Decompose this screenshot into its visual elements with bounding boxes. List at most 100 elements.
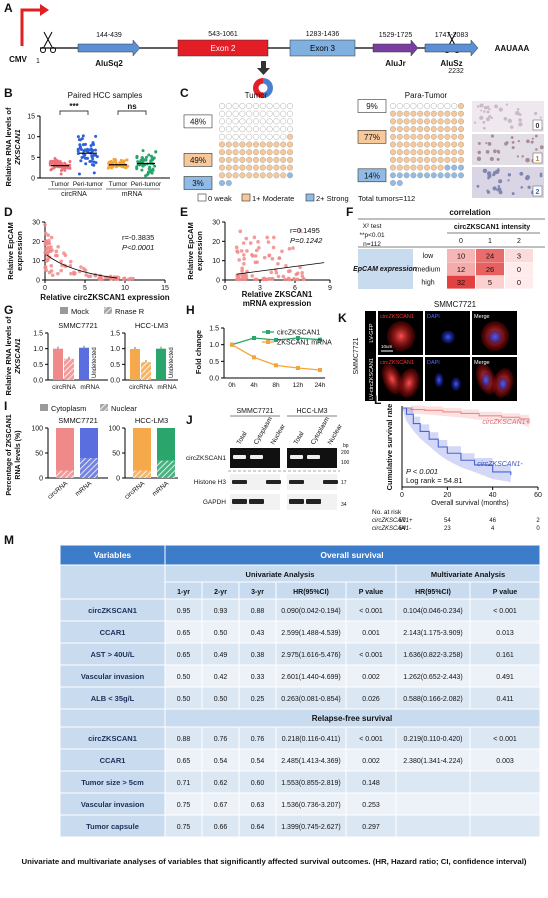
tumor-dot bbox=[218, 172, 225, 179]
bar-hatch bbox=[64, 358, 74, 380]
blot bbox=[287, 474, 337, 490]
sample-dot bbox=[69, 271, 73, 276]
tumor-dot bbox=[390, 156, 397, 163]
sample-dot bbox=[61, 166, 65, 170]
tumor-dot bbox=[246, 126, 253, 133]
table-cell bbox=[59, 708, 166, 728]
tumor-dot bbox=[410, 172, 417, 179]
sample-dot bbox=[86, 156, 90, 160]
tumor-dot bbox=[458, 156, 465, 163]
label: 2-yr bbox=[214, 589, 227, 596]
pct-box bbox=[357, 130, 387, 144]
ihc-cell bbox=[517, 140, 520, 143]
tumor-dot bbox=[266, 156, 273, 163]
cell-cytoplasm bbox=[387, 321, 415, 351]
sample-dot bbox=[256, 240, 260, 244]
label: mRNA bbox=[151, 480, 171, 498]
label: Undetected bbox=[169, 347, 175, 378]
label: Tumor capsule bbox=[86, 822, 139, 831]
ihc-cell bbox=[490, 116, 493, 120]
bar-cytoplasm bbox=[80, 428, 98, 458]
label: circZKSCAN1+ bbox=[482, 419, 529, 426]
tumor-dot bbox=[218, 141, 225, 148]
bar-cytoplasm bbox=[157, 428, 175, 461]
label: 34 bbox=[341, 502, 347, 508]
tumor-dot bbox=[246, 118, 253, 125]
sample-dot bbox=[248, 241, 253, 245]
bar bbox=[53, 348, 63, 380]
sample-dot bbox=[112, 157, 116, 161]
tumor-dot bbox=[458, 118, 465, 125]
label: 0.50 bbox=[177, 696, 191, 703]
tumor-dot bbox=[287, 133, 294, 140]
table-cell bbox=[59, 564, 166, 600]
label: ZKSCAN1 mRNA bbox=[277, 340, 332, 347]
down-arrow bbox=[257, 61, 270, 75]
label: Peri-tumor bbox=[131, 181, 162, 188]
label: *** bbox=[69, 102, 79, 111]
tick-label: 10 bbox=[27, 134, 35, 141]
tumor-dot bbox=[410, 118, 417, 125]
heat-cell bbox=[476, 262, 504, 276]
label: P<0.0001 bbox=[122, 243, 154, 252]
tumor-dot bbox=[287, 164, 294, 171]
label: 0.38 bbox=[251, 652, 265, 659]
tick-label: 1.5 bbox=[209, 326, 219, 333]
tumor-dot bbox=[437, 126, 444, 133]
label: 14% bbox=[364, 171, 380, 180]
tumor-dot bbox=[396, 118, 403, 125]
tumor-dot bbox=[259, 110, 266, 117]
tumor-dot bbox=[430, 149, 437, 156]
tumor-dot bbox=[403, 118, 410, 125]
legend-swatch bbox=[241, 193, 251, 202]
sample-dot bbox=[284, 264, 288, 268]
legend-swatch bbox=[40, 404, 48, 411]
ihc-cell bbox=[494, 104, 499, 109]
sample-dot bbox=[86, 274, 91, 279]
label: No. at risk bbox=[372, 509, 402, 516]
ihc-cell bbox=[510, 136, 514, 139]
label: EpCAM expression bbox=[353, 266, 417, 273]
ihc-cell bbox=[486, 117, 490, 122]
label: 48% bbox=[190, 117, 206, 126]
label: Cytoplasm bbox=[51, 404, 86, 413]
tumor-dot bbox=[417, 149, 424, 156]
tumor-dot bbox=[410, 141, 417, 148]
label: 1.636(0.822-3.258) bbox=[403, 652, 463, 659]
ihc-cell bbox=[518, 113, 522, 117]
sample-dot bbox=[50, 167, 54, 171]
sample-dot bbox=[250, 253, 254, 257]
sample-dot bbox=[288, 269, 292, 273]
cell-nucleus bbox=[441, 330, 455, 344]
table-cell bbox=[469, 770, 541, 794]
panel-label: M bbox=[4, 533, 14, 547]
label: 0.001 bbox=[362, 630, 380, 637]
label: < 0.001 bbox=[493, 608, 517, 615]
label: Variables bbox=[94, 550, 132, 560]
sample-dot bbox=[147, 167, 151, 171]
sample-dot bbox=[242, 253, 246, 257]
tumor-dot bbox=[225, 141, 232, 148]
label: Exon 3 bbox=[310, 44, 335, 53]
sample-dot bbox=[120, 164, 124, 168]
sample-dot bbox=[148, 170, 152, 174]
tumor-dot bbox=[424, 164, 431, 171]
label: Relative RNA levels of bbox=[4, 316, 13, 395]
sample-dot bbox=[89, 144, 93, 148]
sample-dot bbox=[119, 160, 123, 164]
tumor-dot bbox=[424, 172, 431, 179]
tumor-dot bbox=[444, 164, 451, 171]
tumor-dot bbox=[225, 172, 232, 179]
tumor-dot bbox=[390, 172, 397, 179]
tumor-dot bbox=[444, 102, 451, 109]
label: 0.43 bbox=[251, 630, 265, 637]
tick-label: 30 bbox=[32, 220, 40, 227]
sample-dot bbox=[140, 168, 144, 172]
tumor-dot bbox=[430, 141, 437, 148]
cell-nucleus bbox=[481, 372, 491, 388]
band bbox=[289, 480, 304, 484]
label: Tumor bbox=[245, 91, 268, 100]
tick-label: 40 bbox=[489, 492, 497, 499]
bar bbox=[156, 348, 166, 380]
label: 0.66 bbox=[214, 824, 228, 831]
